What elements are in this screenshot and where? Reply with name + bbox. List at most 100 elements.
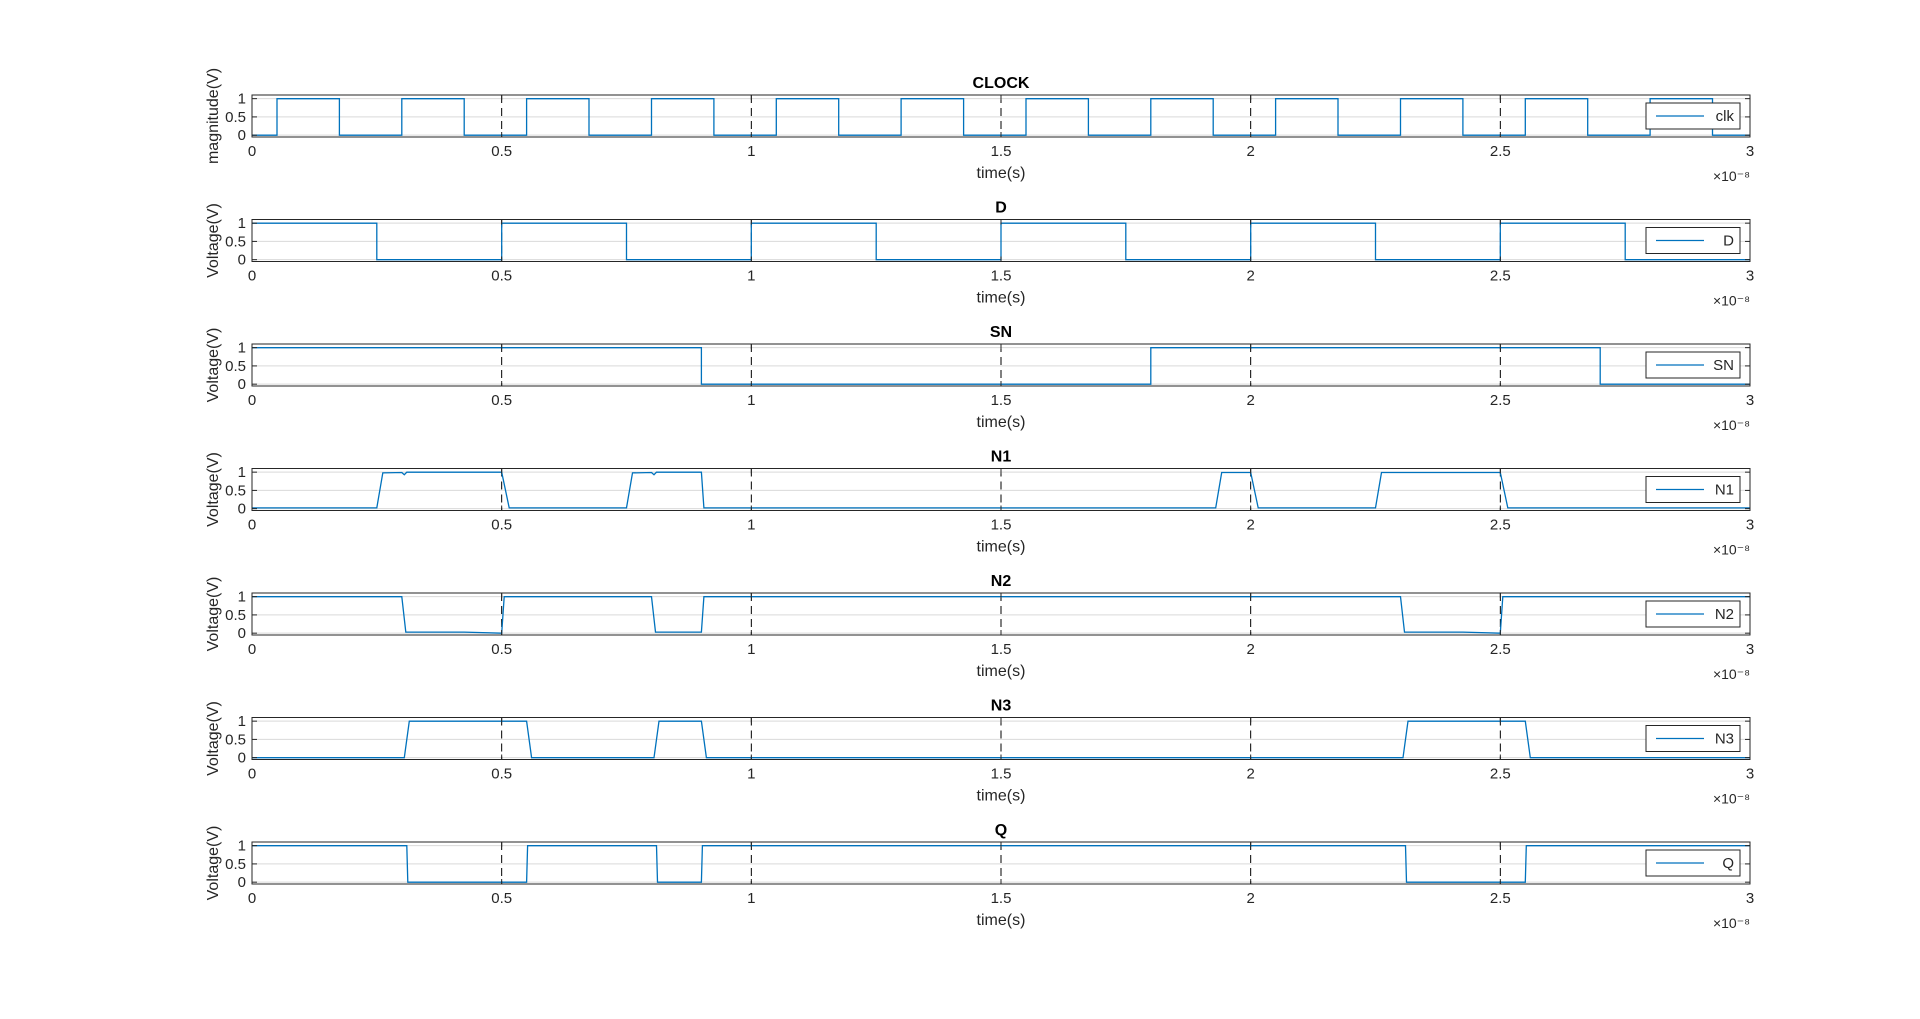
x-tick-label: 2	[1246, 143, 1254, 160]
legend: N3	[1645, 725, 1741, 752]
x-tick-label: 0	[248, 517, 256, 534]
subplot-title: CLOCK	[973, 75, 1030, 92]
x-tick-label: 2	[1246, 392, 1254, 409]
subplot-title: N1	[991, 449, 1012, 466]
x-tick-label: 0	[248, 392, 256, 409]
series-line-d	[252, 222, 1750, 261]
y-axis-label: Voltage(V)	[205, 203, 222, 278]
y-tick-label: 0.5	[225, 482, 246, 499]
x-tick-label: 2.5	[1490, 890, 1511, 907]
y-tick-label: 0	[238, 750, 246, 767]
x-tick-label: 2.5	[1490, 641, 1511, 658]
series-line-clk	[252, 98, 1750, 136]
legend-label: Q	[1722, 855, 1734, 872]
y-tick-label: 0	[238, 252, 246, 269]
y-tick-label: 0.5	[225, 358, 246, 375]
x-tick-label: 1.5	[991, 143, 1012, 160]
legend-label: N3	[1715, 731, 1734, 748]
x-tick-label: 1	[747, 890, 755, 907]
x-tick-label: 3	[1746, 890, 1754, 907]
legend-label: clk	[1716, 108, 1735, 125]
y-axis-label: Voltage(V)	[205, 701, 222, 776]
x-tick-label: 2	[1246, 517, 1254, 534]
x-tick-label: 0.5	[491, 392, 512, 409]
y-tick-label: 1	[238, 91, 246, 108]
x-tick-label: 1.5	[991, 641, 1012, 658]
x-axis-label: time(s)	[977, 788, 1026, 805]
y-tick-label: 0	[238, 625, 246, 642]
x-tick-label: 0.5	[491, 641, 512, 658]
y-tick-label: 0.5	[225, 856, 246, 873]
x-axis-label: time(s)	[977, 165, 1026, 182]
y-axis-label: magnitude(V)	[205, 68, 222, 164]
x-tick-label: 3	[1746, 143, 1754, 160]
y-axis-label: Voltage(V)	[205, 452, 222, 527]
x-tick-label: 3	[1746, 517, 1754, 534]
x-exponent-label: ×10⁻⁸	[1713, 542, 1750, 558]
x-tick-label: 2.5	[1490, 392, 1511, 409]
x-tick-label: 2	[1246, 890, 1254, 907]
x-tick-label: 1	[747, 517, 755, 534]
legend: Q	[1645, 849, 1741, 877]
x-tick-label: 2.5	[1490, 766, 1511, 783]
y-axis-label: Voltage(V)	[205, 826, 222, 901]
y-tick-label: 0.5	[225, 233, 246, 250]
x-tick-label: 1.5	[991, 392, 1012, 409]
y-tick-label: 0.5	[225, 731, 246, 748]
x-tick-label: 0	[248, 143, 256, 160]
x-axis-label: time(s)	[977, 539, 1026, 556]
x-tick-label: 3	[1746, 766, 1754, 783]
subplot-title: Q	[995, 822, 1007, 839]
x-tick-label: 2.5	[1490, 268, 1511, 285]
x-tick-label: 2.5	[1490, 143, 1511, 160]
y-tick-label: 0.5	[225, 109, 246, 126]
x-tick-label: 0.5	[491, 517, 512, 534]
y-tick-label: 1	[238, 215, 246, 232]
x-tick-label: 0	[248, 268, 256, 285]
y-tick-label: 1	[238, 340, 246, 357]
x-tick-label: 1.5	[991, 890, 1012, 907]
x-axis-label: time(s)	[977, 912, 1026, 929]
x-tick-label: 2.5	[1490, 517, 1511, 534]
legend: SN	[1645, 351, 1741, 379]
legend-label: D	[1723, 233, 1734, 250]
legend-label: N2	[1715, 606, 1734, 623]
y-tick-label: 0	[238, 501, 246, 518]
x-tick-label: 2	[1246, 766, 1254, 783]
subplot-title: SN	[990, 324, 1012, 341]
x-tick-label: 1.5	[991, 517, 1012, 534]
series-line-n1	[252, 471, 1750, 509]
subplot-title: D	[995, 200, 1007, 217]
x-exponent-label: ×10⁻⁸	[1713, 666, 1750, 682]
series-line-q	[252, 845, 1750, 883]
x-tick-label: 0.5	[491, 268, 512, 285]
x-tick-label: 2	[1246, 641, 1254, 658]
legend: clk	[1645, 102, 1741, 130]
legend-label: N1	[1715, 482, 1734, 499]
x-axis-label: time(s)	[977, 290, 1026, 307]
x-tick-label: 0	[248, 641, 256, 658]
x-tick-label: 3	[1746, 641, 1754, 658]
x-tick-label: 3	[1746, 268, 1754, 285]
y-tick-label: 1	[238, 838, 246, 855]
x-exponent-label: ×10⁻⁸	[1713, 168, 1750, 184]
x-tick-label: 1	[747, 392, 755, 409]
x-exponent-label: ×10⁻⁸	[1713, 293, 1750, 309]
x-tick-label: 0.5	[491, 890, 512, 907]
legend: N1	[1645, 476, 1741, 503]
x-axis-label: time(s)	[977, 414, 1026, 431]
x-exponent-label: ×10⁻⁸	[1713, 417, 1750, 433]
y-tick-label: 1	[238, 713, 246, 730]
y-tick-label: 0.5	[225, 607, 246, 624]
y-tick-label: 0	[238, 874, 246, 891]
x-tick-label: 1.5	[991, 268, 1012, 285]
x-tick-label: 1	[747, 268, 755, 285]
series-line-n3	[252, 720, 1750, 759]
